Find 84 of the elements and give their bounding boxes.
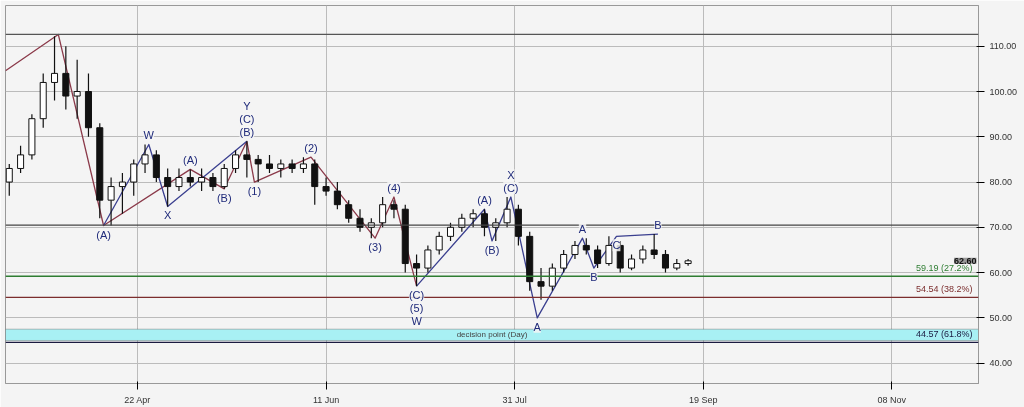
y-tick-label: 60.00 [989,267,1013,278]
candlestick [661,249,669,274]
candlestick [424,244,432,274]
annotation: (1) [247,185,262,198]
candlestick [232,149,240,174]
annotation: (B) [484,243,500,256]
candlestick [118,172,126,215]
band-label: decision point (Day) [456,330,528,340]
candlestick [548,262,556,292]
ref-line-label: 54.54 (38.2%) [915,284,973,295]
candlestick [288,158,296,174]
candlestick [571,240,579,260]
y-tick-label: 90.00 [989,131,1013,142]
candlestick [413,253,421,287]
annotation: A [578,223,587,236]
candlestick [51,35,59,102]
candlestick [333,181,341,210]
candlestick [345,199,353,224]
line-series [102,140,248,227]
candlestick [503,196,511,228]
annotation: C [612,239,621,252]
candlestick [560,249,568,274]
candlestick [277,158,285,179]
y-tick-label: 40.00 [989,358,1013,369]
ref-line-label: 59.19 (27.2%) [915,263,973,274]
annotation: (5) [409,302,424,315]
candlestick [107,176,115,227]
line-series [5,33,418,287]
annotation: X [507,168,516,181]
x-tick-label: 19 Sep [688,394,718,405]
candlestick [17,145,25,174]
candlestick [447,222,455,242]
candlestick [243,140,251,179]
candlestick [537,267,545,301]
annotation: (C) [408,289,425,302]
annotation: (C) [239,113,255,126]
candlestick [152,149,160,183]
x-tick-label: 22 Apr [124,394,151,405]
annotation: W [411,315,423,328]
y-tick-label: 50.00 [989,312,1013,323]
annotation: W [143,129,155,142]
y-tick-label: 80.00 [989,177,1013,188]
x-tick-label: 31 Jul [502,394,527,405]
candlestick [469,208,477,228]
annotation: (A) [477,194,492,207]
candlestick [254,154,262,183]
y-tick-label: 100.00 [989,86,1018,97]
annotation: Y [243,100,252,113]
candlestick [311,158,319,206]
candlestick [220,163,228,190]
annotation: 62.60 [953,255,977,266]
y-tick-label: 110.00 [989,41,1017,52]
annotation: (2) [304,142,318,155]
candlestick [62,45,70,111]
candlestick [650,233,658,260]
annotation: (A) [96,228,111,241]
annotation: (B) [216,191,232,204]
candlestick [130,158,138,197]
annotation: A [533,320,542,333]
candlestick [141,143,149,174]
candlestick [73,59,81,120]
x-tick-label: 11 Jun [312,394,340,405]
annotation: (B) [239,126,255,139]
annotation: (A) [182,154,198,167]
candlestick [322,176,330,197]
candlestick [209,172,217,192]
candlestick [390,199,398,219]
annotation: (C) [503,181,519,194]
annotation: B [590,271,598,284]
candlestick [594,244,602,269]
candlestick [175,167,183,192]
candlestick [164,167,172,208]
y-tick-label: 70.00 [989,222,1013,233]
candlestick [639,244,647,265]
ref-line-label: 44.57 (61.8%) [915,329,973,340]
candlestick [379,196,387,228]
annotation: (3) [368,241,382,254]
candlestick [265,154,274,174]
candlestick [435,231,443,256]
candlestick [198,167,206,192]
annotation: X [164,209,172,222]
x-tick-label: 08 Nov [877,394,907,405]
annotation: (4) [387,181,401,194]
annotation: B [654,219,662,232]
